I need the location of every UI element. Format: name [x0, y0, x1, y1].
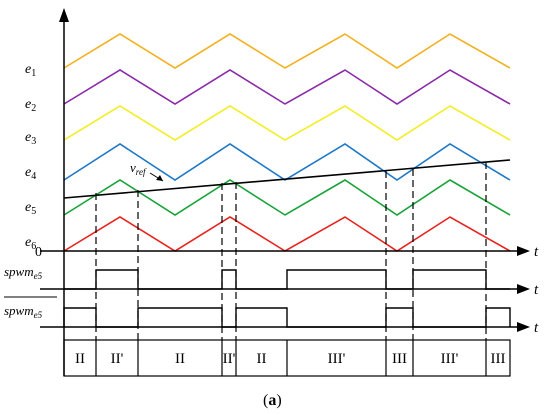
carrier-wave-e3 — [63, 105, 511, 141]
region-label-4: II' — [223, 351, 236, 367]
figure-caption: (a) — [263, 392, 282, 409]
x-axis-spwm-arrow — [517, 284, 530, 294]
spwm-e5-label: spwme5 — [4, 264, 43, 281]
carrier-wave-e2 — [63, 69, 511, 105]
carrier-wave-e4 — [63, 143, 511, 181]
x-axis-main-arrow — [517, 246, 530, 256]
region-label-3: II — [175, 351, 185, 367]
carrier-label-e5: e5 — [25, 200, 36, 217]
region-label-9: III — [491, 351, 506, 367]
spwm-e5-bar-label: spwme5 — [4, 303, 43, 320]
spwm-e5-bar-waveform — [63, 307, 511, 328]
carrier-wave-e5 — [63, 179, 511, 216]
t-label-spwm-bar: t — [534, 320, 539, 336]
region-label-5: II — [257, 351, 267, 367]
x-axis-spwm-bar-arrow — [517, 322, 530, 332]
carrier-label-e3: e3 — [25, 130, 36, 147]
spwm-e5-waveform — [64, 269, 510, 290]
region-label-7: III — [392, 351, 407, 367]
vref-pointer-head — [156, 175, 163, 181]
vref-label: vref — [130, 160, 147, 177]
zero-label: 0 — [35, 245, 42, 260]
carrier-labels: e1 e2 e3 e4 e5 e6 — [25, 62, 36, 252]
t-label-spwm: t — [534, 282, 539, 298]
t-label-main: t — [534, 244, 539, 260]
carrier-label-e1: e1 — [25, 62, 36, 79]
region-table: II II' II II' II III' III III' III — [63, 339, 511, 377]
carrier-waves — [63, 33, 511, 252]
region-label-8: III' — [441, 351, 459, 367]
region-label-1: II — [75, 351, 85, 367]
carrier-label-e2: e2 — [25, 97, 36, 114]
carrier-label-e4: e4 — [25, 165, 36, 182]
region-label-6: III' — [328, 351, 346, 367]
y-axis-arrow — [59, 8, 69, 22]
carrier-label-e6: e6 — [25, 235, 36, 252]
region-label-2: II' — [111, 351, 124, 367]
carrier-wave-e1 — [63, 33, 511, 69]
carrier-wave-e6 — [63, 216, 511, 252]
